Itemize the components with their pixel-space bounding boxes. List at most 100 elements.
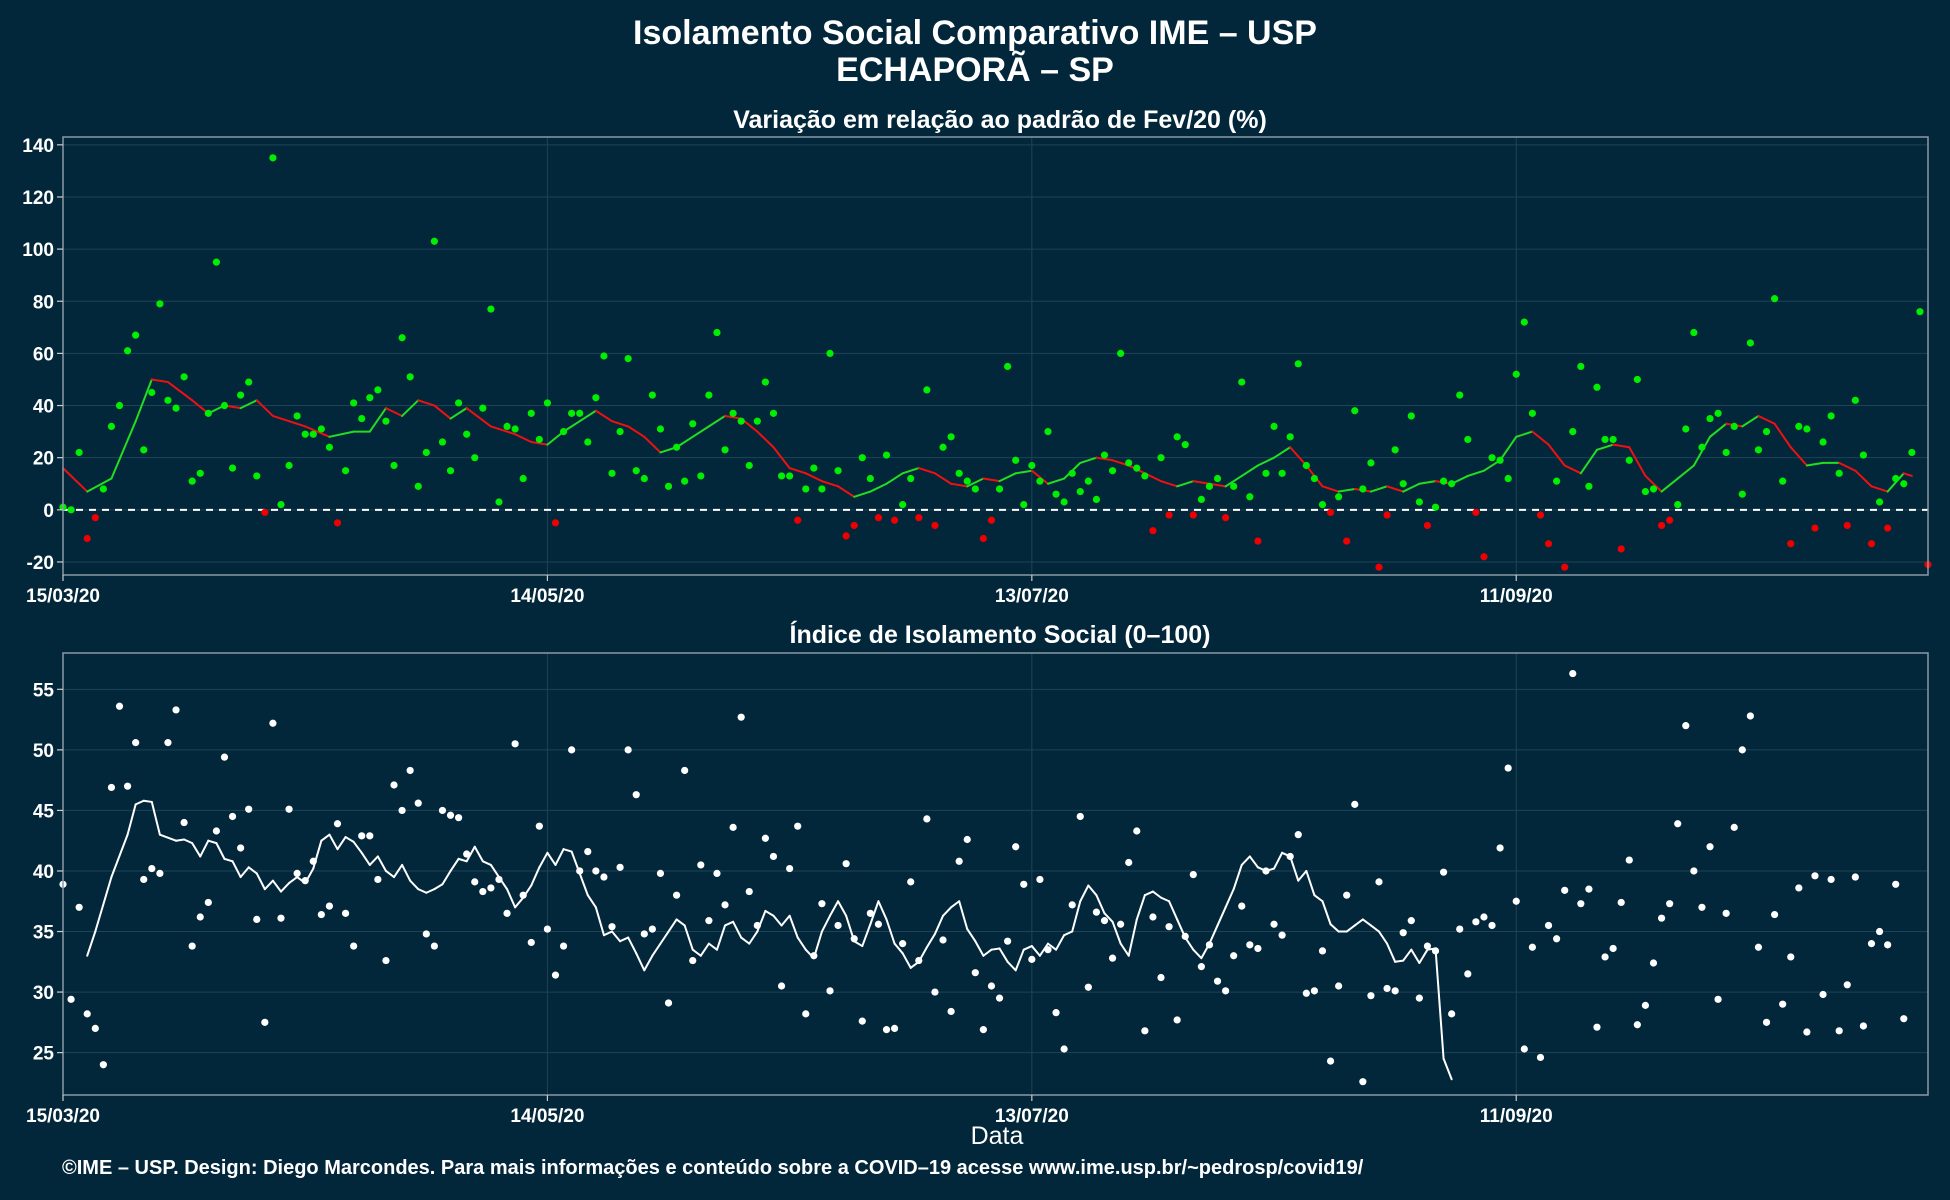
data-point [1674, 501, 1682, 509]
moving-average-segment [1595, 443, 1615, 451]
moving-average-segment [1466, 469, 1485, 477]
index-moving-average [86, 799, 1453, 1081]
data-point [1456, 925, 1464, 933]
moving-average-segment [1135, 894, 1146, 921]
data-point [794, 516, 802, 524]
data-point [1439, 477, 1448, 485]
data-point [592, 867, 600, 875]
data-point [656, 869, 665, 877]
data-point [576, 867, 584, 875]
data-point [455, 399, 463, 407]
data-point [1706, 843, 1714, 851]
y-tick-label: 35 [33, 923, 55, 944]
moving-average-segment [724, 414, 743, 420]
moving-average-segment [1240, 464, 1259, 477]
moving-average-segment [619, 936, 630, 943]
data-point [261, 1018, 269, 1026]
moving-average-segment [150, 800, 161, 836]
data-point [358, 414, 366, 423]
y-tick-label: 60 [33, 344, 54, 365]
moving-average-segment [263, 879, 274, 891]
data-point [75, 448, 83, 457]
data-point [600, 352, 608, 360]
data-point [1488, 921, 1496, 930]
data-point [1343, 891, 1351, 899]
moving-average-segment [554, 848, 565, 866]
data-point [1448, 480, 1456, 488]
moving-average-segment [191, 842, 202, 858]
moving-average-segment [796, 936, 807, 951]
data-point [1117, 349, 1125, 357]
moving-average-segment [804, 472, 823, 483]
data-point [1762, 1018, 1771, 1026]
data-point [1875, 498, 1884, 506]
data-point [1811, 524, 1819, 532]
moving-average-segment [401, 399, 420, 417]
moving-average-segment [1046, 942, 1058, 951]
moving-average-segment [1079, 456, 1098, 464]
moving-average-segment [1337, 487, 1356, 493]
moving-average-segment [893, 942, 904, 955]
data-point [1771, 910, 1779, 919]
moving-average-segment [489, 863, 500, 879]
data-point [656, 425, 665, 433]
figure-subtitle: ECHAPORÃ – SP [836, 51, 1114, 89]
x-tick-label: 13/07/20 [995, 586, 1069, 607]
moving-average-segment [336, 836, 347, 851]
data-point [1835, 1027, 1843, 1035]
data-point [301, 877, 309, 885]
moving-average-segment [1224, 474, 1243, 488]
moving-average-segment [538, 851, 549, 869]
moving-average-segment [465, 845, 476, 863]
data-point [1399, 929, 1407, 937]
data-point [1423, 942, 1432, 950]
data-point [1520, 318, 1528, 326]
moving-average-segment [433, 404, 452, 420]
panel-title-variation: Variação em relação ao padrão de Fev/20 … [733, 106, 1267, 134]
data-point [1133, 464, 1141, 472]
data-point [1900, 480, 1908, 488]
data-point [1415, 498, 1423, 506]
data-point [672, 891, 681, 899]
data-point [995, 485, 1004, 493]
moving-average-segment [1628, 446, 1647, 477]
moving-average-segment [1676, 464, 1695, 480]
variation-points [59, 154, 1932, 571]
data-point [632, 791, 640, 799]
data-point [786, 864, 794, 873]
moving-average-segment [175, 838, 186, 842]
data-point [1593, 1023, 1601, 1031]
moving-average-segment [611, 930, 622, 943]
data-point [810, 952, 818, 960]
data-point [842, 860, 850, 868]
moving-average-segment [207, 839, 218, 845]
moving-average-segment [982, 477, 1001, 483]
moving-average-segment [707, 414, 727, 428]
moving-average-segment [433, 883, 444, 891]
moving-average-segment [1232, 863, 1243, 891]
moving-average-segment [1313, 894, 1324, 903]
moving-average-segment [602, 930, 614, 937]
data-point [834, 921, 842, 930]
data-point [1205, 482, 1214, 490]
moving-average-segment [1854, 469, 1873, 488]
moving-average-segment [707, 942, 718, 951]
data-point [487, 884, 495, 892]
moving-average-segment [255, 872, 266, 891]
moving-average-segment [917, 467, 936, 475]
y-tick-label: 20 [33, 449, 54, 470]
data-point [753, 921, 761, 930]
data-point [1633, 1021, 1641, 1029]
data-point [931, 988, 939, 996]
moving-average-segment [393, 863, 404, 879]
moving-average-segment [1870, 485, 1889, 493]
moving-average-segment [715, 924, 727, 951]
data-point [624, 355, 632, 363]
data-point [1012, 456, 1020, 464]
moving-average-segment [1757, 414, 1776, 425]
data-point [1335, 982, 1343, 990]
data-point [67, 506, 75, 514]
data-point [923, 386, 931, 394]
data-point [245, 378, 253, 386]
data-point [406, 373, 414, 381]
